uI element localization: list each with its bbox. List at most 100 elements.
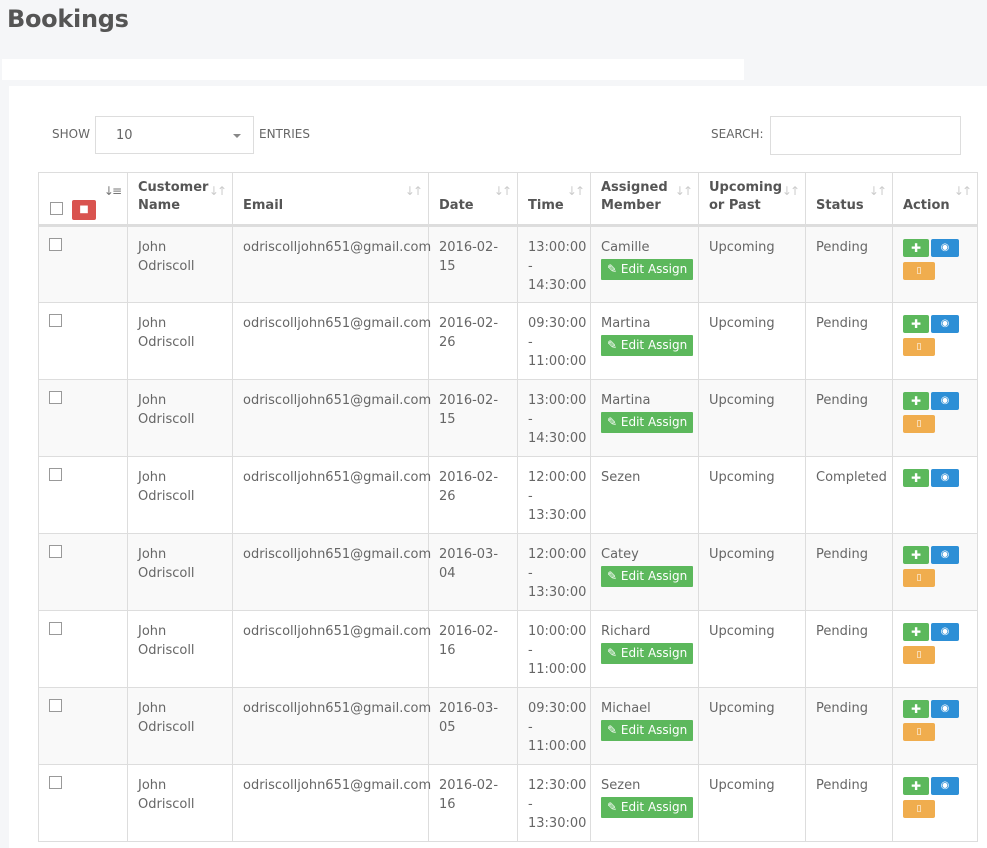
search-input[interactable] bbox=[770, 116, 961, 155]
row-checkbox[interactable] bbox=[49, 776, 62, 789]
sort-icon: ↓↑ bbox=[404, 184, 423, 198]
edit-assign-button[interactable]: ✎ Edit Assign bbox=[601, 412, 694, 433]
column-header-label: Upcoming bbox=[709, 180, 783, 195]
member-name: Sezen bbox=[601, 778, 641, 793]
pencil-icon: ✎ bbox=[607, 723, 618, 737]
plus-icon[interactable]: ✚ bbox=[903, 469, 929, 487]
email-text: odriscolljohn651@gmail.com bbox=[243, 547, 432, 562]
customer-first-name: John bbox=[138, 240, 167, 255]
action-cell: ✚ ◉ ▯ bbox=[892, 302, 978, 380]
table-row: John Odriscoll odriscolljohn651@gmail.com 2… bbox=[38, 302, 978, 380]
time-end: 14:30:00 bbox=[528, 431, 587, 446]
edit-assign-label: Edit Assign bbox=[620, 723, 688, 737]
period-cell: Upcoming bbox=[698, 379, 806, 457]
date-text: 2016-02-16 bbox=[439, 624, 499, 658]
ticket-icon[interactable]: ▯ bbox=[903, 338, 935, 356]
edit-assign-button[interactable]: ✎ Edit Assign bbox=[601, 720, 694, 741]
time-cell: 12:00:00 - 13:30:00 bbox=[517, 533, 591, 611]
column-header-status[interactable]: Status ↓↑ bbox=[805, 172, 893, 227]
sort-icon: ↓↑ bbox=[208, 184, 227, 198]
trash-icon[interactable]: ■ bbox=[72, 200, 96, 220]
customer-cell: John Odriscoll bbox=[127, 302, 233, 380]
eye-icon[interactable]: ◉ bbox=[931, 546, 959, 564]
plus-icon[interactable]: ✚ bbox=[903, 700, 929, 718]
row-checkbox[interactable] bbox=[49, 391, 62, 404]
plus-icon[interactable]: ✚ bbox=[903, 623, 929, 641]
action-cell: ✚ ◉ ▯ bbox=[892, 687, 978, 765]
row-select-cell bbox=[38, 533, 128, 611]
edit-assign-button[interactable]: ✎ Edit Assign bbox=[601, 335, 694, 356]
email-text: odriscolljohn651@gmail.com bbox=[243, 778, 432, 793]
member-cell: Michael ✎ Edit Assign bbox=[590, 687, 699, 765]
column-header-label: Status bbox=[816, 198, 864, 213]
column-header-label: Email bbox=[243, 198, 284, 213]
row-checkbox[interactable] bbox=[49, 238, 62, 251]
time-end: 11:00:00 bbox=[528, 662, 587, 677]
eye-icon[interactable]: ◉ bbox=[931, 239, 959, 257]
period-cell: Upcoming bbox=[698, 533, 806, 611]
plus-icon[interactable]: ✚ bbox=[903, 777, 929, 795]
time-separator: - bbox=[528, 335, 533, 350]
date-cell: 2016-02-15 bbox=[428, 379, 518, 457]
table-row: John Odriscoll odriscolljohn651@gmail.com 2… bbox=[38, 456, 978, 534]
row-checkbox[interactable] bbox=[49, 314, 62, 327]
entries-length-select[interactable]: 10 bbox=[95, 116, 254, 154]
date-text: 2016-02-15 bbox=[439, 240, 499, 274]
eye-icon[interactable]: ◉ bbox=[931, 392, 959, 410]
edit-assign-button[interactable]: ✎ Edit Assign bbox=[601, 259, 694, 280]
plus-icon[interactable]: ✚ bbox=[903, 239, 929, 257]
edit-assign-button[interactable]: ✎ Edit Assign bbox=[601, 797, 694, 818]
table-row: John Odriscoll odriscolljohn651@gmail.com 2… bbox=[38, 225, 978, 303]
time-start: 09:30:00 bbox=[528, 316, 587, 331]
ticket-icon[interactable]: ▯ bbox=[903, 646, 935, 664]
status-cell: Pending bbox=[805, 533, 893, 611]
action-cell: ✚ ◉ ▯ bbox=[892, 379, 978, 457]
ticket-icon[interactable]: ▯ bbox=[903, 262, 935, 280]
date-cell: 2016-02-26 bbox=[428, 456, 518, 534]
customer-last-name: Odriscoll bbox=[138, 335, 195, 350]
eye-icon[interactable]: ◉ bbox=[931, 469, 959, 487]
sort-amount-icon[interactable]: ↓≡ bbox=[103, 184, 122, 198]
eye-icon[interactable]: ◉ bbox=[931, 777, 959, 795]
status-text: Pending bbox=[816, 624, 868, 639]
eye-icon[interactable]: ◉ bbox=[931, 315, 959, 333]
column-header-member[interactable]: Assigned Member ↓↑ bbox=[590, 172, 699, 227]
action-cell: ✚ ◉ ▯ bbox=[892, 225, 978, 303]
time-separator: - bbox=[528, 720, 533, 735]
status-cell: Pending bbox=[805, 687, 893, 765]
eye-icon[interactable]: ◉ bbox=[931, 700, 959, 718]
member-cell: Martina ✎ Edit Assign bbox=[590, 302, 699, 380]
row-checkbox[interactable] bbox=[49, 545, 62, 558]
period-text: Upcoming bbox=[709, 393, 775, 408]
column-header-label: Name bbox=[138, 198, 181, 213]
plus-icon[interactable]: ✚ bbox=[903, 315, 929, 333]
sort-icon: ↓↑ bbox=[566, 184, 585, 198]
ticket-icon[interactable]: ▯ bbox=[903, 723, 935, 741]
column-header-action[interactable]: Action ↓↑ bbox=[892, 172, 978, 227]
column-header-period[interactable]: Upcoming or Past ↓↑ bbox=[698, 172, 806, 227]
ticket-icon[interactable]: ▯ bbox=[903, 415, 935, 433]
time-separator: - bbox=[528, 797, 533, 812]
edit-assign-button[interactable]: ✎ Edit Assign bbox=[601, 566, 694, 587]
caret-down-icon bbox=[233, 134, 241, 138]
ticket-icon[interactable]: ▯ bbox=[903, 569, 935, 587]
row-checkbox[interactable] bbox=[49, 699, 62, 712]
sort-icon: ↓↑ bbox=[953, 184, 972, 198]
eye-icon[interactable]: ◉ bbox=[931, 623, 959, 641]
table-header-row: ■ ↓≡ Customer Name ↓↑ Email ↓↑ Date ↓↑ bbox=[38, 172, 978, 227]
column-header-email[interactable]: Email ↓↑ bbox=[232, 172, 429, 227]
time-start: 12:00:00 bbox=[528, 470, 587, 485]
edit-assign-button[interactable]: ✎ Edit Assign bbox=[601, 643, 694, 664]
plus-icon[interactable]: ✚ bbox=[903, 392, 929, 410]
select-all-checkbox[interactable] bbox=[50, 202, 63, 215]
period-cell: Upcoming bbox=[698, 764, 806, 842]
column-header-time[interactable]: Time ↓↑ bbox=[517, 172, 591, 227]
column-header-date[interactable]: Date ↓↑ bbox=[428, 172, 518, 227]
plus-icon[interactable]: ✚ bbox=[903, 546, 929, 564]
email-cell: odriscolljohn651@gmail.com bbox=[232, 610, 431, 688]
pencil-icon: ✎ bbox=[607, 646, 618, 660]
column-header-customer[interactable]: Customer Name ↓↑ bbox=[127, 172, 233, 227]
row-checkbox[interactable] bbox=[49, 622, 62, 635]
row-checkbox[interactable] bbox=[49, 468, 62, 481]
ticket-icon[interactable]: ▯ bbox=[903, 800, 935, 818]
